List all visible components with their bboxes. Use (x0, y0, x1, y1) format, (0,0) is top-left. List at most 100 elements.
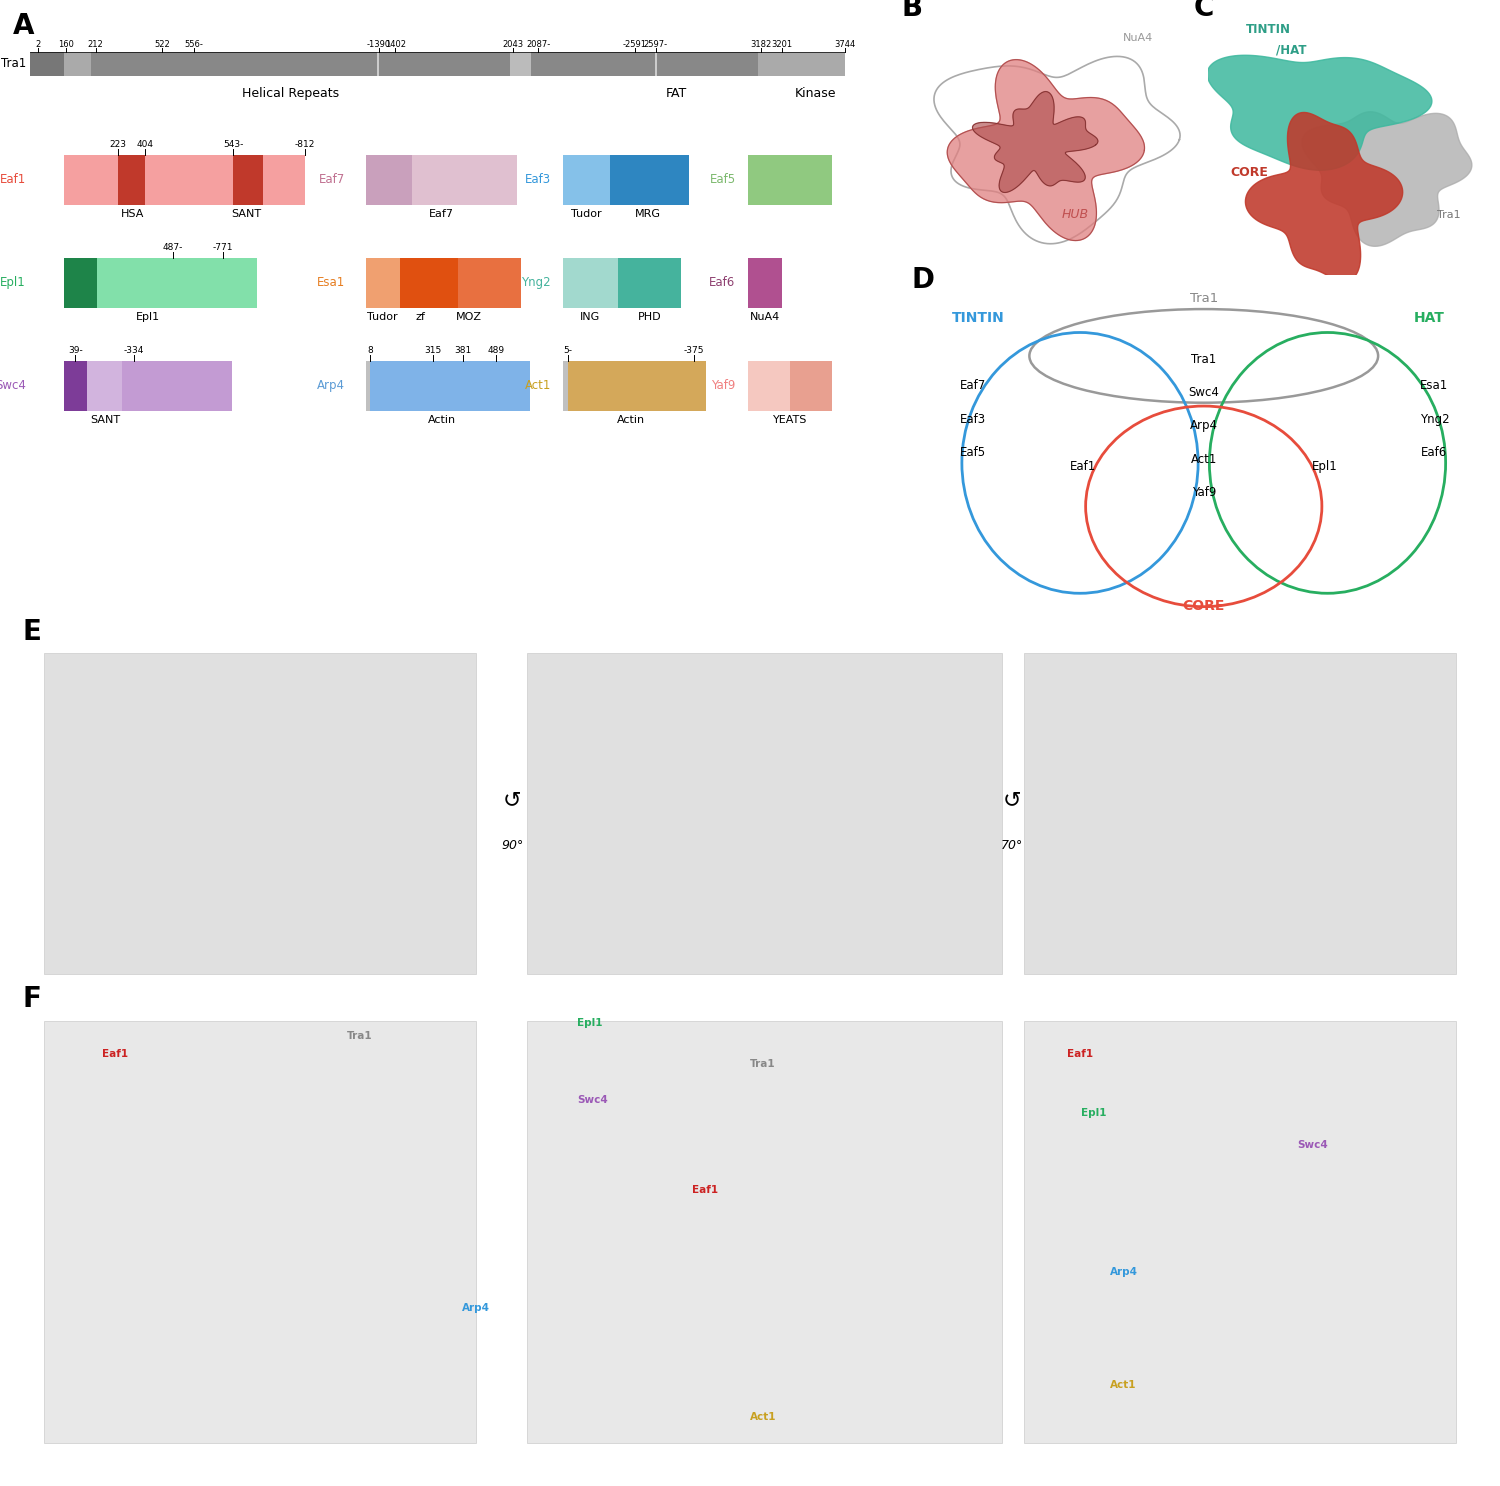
Text: 2597-: 2597- (644, 40, 668, 49)
Text: Swc4: Swc4 (1298, 1140, 1328, 1150)
Text: 487-: 487- (162, 244, 183, 253)
FancyBboxPatch shape (366, 155, 413, 205)
Text: Helical Repeats: Helical Repeats (242, 86, 339, 100)
Text: 404: 404 (136, 140, 153, 150)
Text: Epl1: Epl1 (135, 312, 159, 322)
Text: NuA4: NuA4 (1122, 33, 1154, 43)
Text: SANT: SANT (231, 210, 262, 220)
Text: Swc4: Swc4 (578, 1095, 608, 1104)
Text: -2591: -2591 (622, 40, 646, 49)
FancyBboxPatch shape (748, 361, 790, 412)
Text: Act1: Act1 (750, 1412, 777, 1422)
Text: 8: 8 (368, 346, 374, 355)
Text: CORE: CORE (1230, 166, 1268, 180)
FancyBboxPatch shape (564, 155, 609, 205)
Text: 1402: 1402 (386, 40, 406, 49)
Text: B: B (902, 0, 922, 22)
FancyBboxPatch shape (526, 652, 1002, 975)
Text: Eaf7: Eaf7 (320, 174, 345, 186)
FancyBboxPatch shape (537, 52, 656, 76)
Text: HAT: HAT (1413, 312, 1444, 325)
Text: Yng2: Yng2 (1419, 413, 1449, 426)
FancyBboxPatch shape (87, 361, 123, 412)
Text: ING: ING (580, 312, 600, 322)
Text: 2087-: 2087- (526, 40, 550, 49)
Text: 70°: 70° (1000, 838, 1023, 851)
Text: NuA4: NuA4 (750, 312, 780, 322)
Text: 2043: 2043 (503, 40, 524, 49)
FancyBboxPatch shape (420, 257, 440, 308)
Polygon shape (1302, 111, 1472, 247)
FancyBboxPatch shape (399, 257, 420, 308)
FancyBboxPatch shape (564, 361, 567, 412)
Text: Actin: Actin (427, 416, 456, 425)
FancyBboxPatch shape (380, 52, 510, 76)
FancyBboxPatch shape (366, 361, 370, 412)
Text: Act1: Act1 (1110, 1380, 1137, 1391)
Text: Tra1: Tra1 (750, 1058, 776, 1068)
Text: Arp4: Arp4 (462, 1303, 490, 1314)
Polygon shape (934, 56, 1180, 244)
FancyBboxPatch shape (98, 257, 256, 308)
FancyBboxPatch shape (146, 155, 234, 205)
Text: -1390: -1390 (366, 40, 390, 49)
Text: 160: 160 (58, 40, 74, 49)
Text: E: E (22, 618, 42, 646)
FancyBboxPatch shape (366, 257, 399, 308)
Text: Tudor: Tudor (572, 210, 602, 220)
FancyBboxPatch shape (370, 361, 530, 412)
FancyBboxPatch shape (759, 52, 782, 76)
FancyBboxPatch shape (609, 155, 690, 205)
Text: TINTIN: TINTIN (1246, 22, 1292, 36)
Text: Esa1: Esa1 (316, 276, 345, 290)
FancyBboxPatch shape (63, 361, 87, 412)
Polygon shape (972, 92, 1098, 193)
FancyBboxPatch shape (123, 361, 231, 412)
Text: Eaf1: Eaf1 (1066, 1049, 1094, 1060)
Text: -812: -812 (294, 140, 315, 150)
FancyBboxPatch shape (63, 257, 98, 308)
Text: HSA: HSA (122, 210, 144, 220)
FancyBboxPatch shape (564, 257, 618, 308)
Text: Eaf3: Eaf3 (525, 174, 550, 186)
Text: Yng2: Yng2 (520, 276, 550, 290)
Text: /HAT: /HAT (1275, 43, 1306, 56)
Text: 556-: 556- (184, 40, 202, 49)
Text: Swc4: Swc4 (1188, 386, 1219, 400)
Text: Eaf5: Eaf5 (710, 174, 735, 186)
Text: 522: 522 (154, 40, 170, 49)
FancyBboxPatch shape (440, 257, 458, 308)
FancyBboxPatch shape (567, 361, 706, 412)
Text: zf: zf (416, 312, 426, 322)
Text: PHD: PHD (638, 312, 662, 322)
Text: 90°: 90° (501, 838, 524, 851)
Text: ↺: ↺ (1004, 791, 1022, 810)
Text: Arp4: Arp4 (1190, 419, 1218, 432)
Text: Epl1: Epl1 (0, 276, 26, 290)
Text: Eaf1: Eaf1 (0, 174, 26, 186)
FancyBboxPatch shape (234, 155, 262, 205)
Text: Arp4: Arp4 (1110, 1268, 1138, 1276)
FancyBboxPatch shape (1023, 1021, 1455, 1443)
Text: Eaf6: Eaf6 (1422, 446, 1448, 459)
Text: Act1: Act1 (1191, 453, 1216, 467)
Text: MOZ: MOZ (456, 312, 482, 322)
Text: Yaf9: Yaf9 (1191, 486, 1216, 499)
FancyBboxPatch shape (45, 652, 477, 975)
FancyBboxPatch shape (790, 361, 832, 412)
Text: HUB: HUB (1060, 208, 1089, 221)
Text: F: F (22, 985, 42, 1013)
Text: Eaf3: Eaf3 (960, 413, 986, 426)
Text: 3744: 3744 (834, 40, 855, 49)
FancyBboxPatch shape (510, 52, 531, 76)
Text: TINTIN: TINTIN (952, 312, 1005, 325)
FancyBboxPatch shape (92, 52, 376, 76)
Text: 5-: 5- (562, 346, 572, 355)
FancyBboxPatch shape (656, 52, 657, 76)
Text: Eaf1: Eaf1 (1070, 459, 1096, 473)
Text: Eaf1: Eaf1 (693, 1186, 718, 1195)
Text: Esa1: Esa1 (1420, 379, 1449, 392)
Text: -771: -771 (213, 244, 234, 253)
Polygon shape (946, 59, 1144, 241)
Text: Kinase: Kinase (795, 86, 836, 100)
